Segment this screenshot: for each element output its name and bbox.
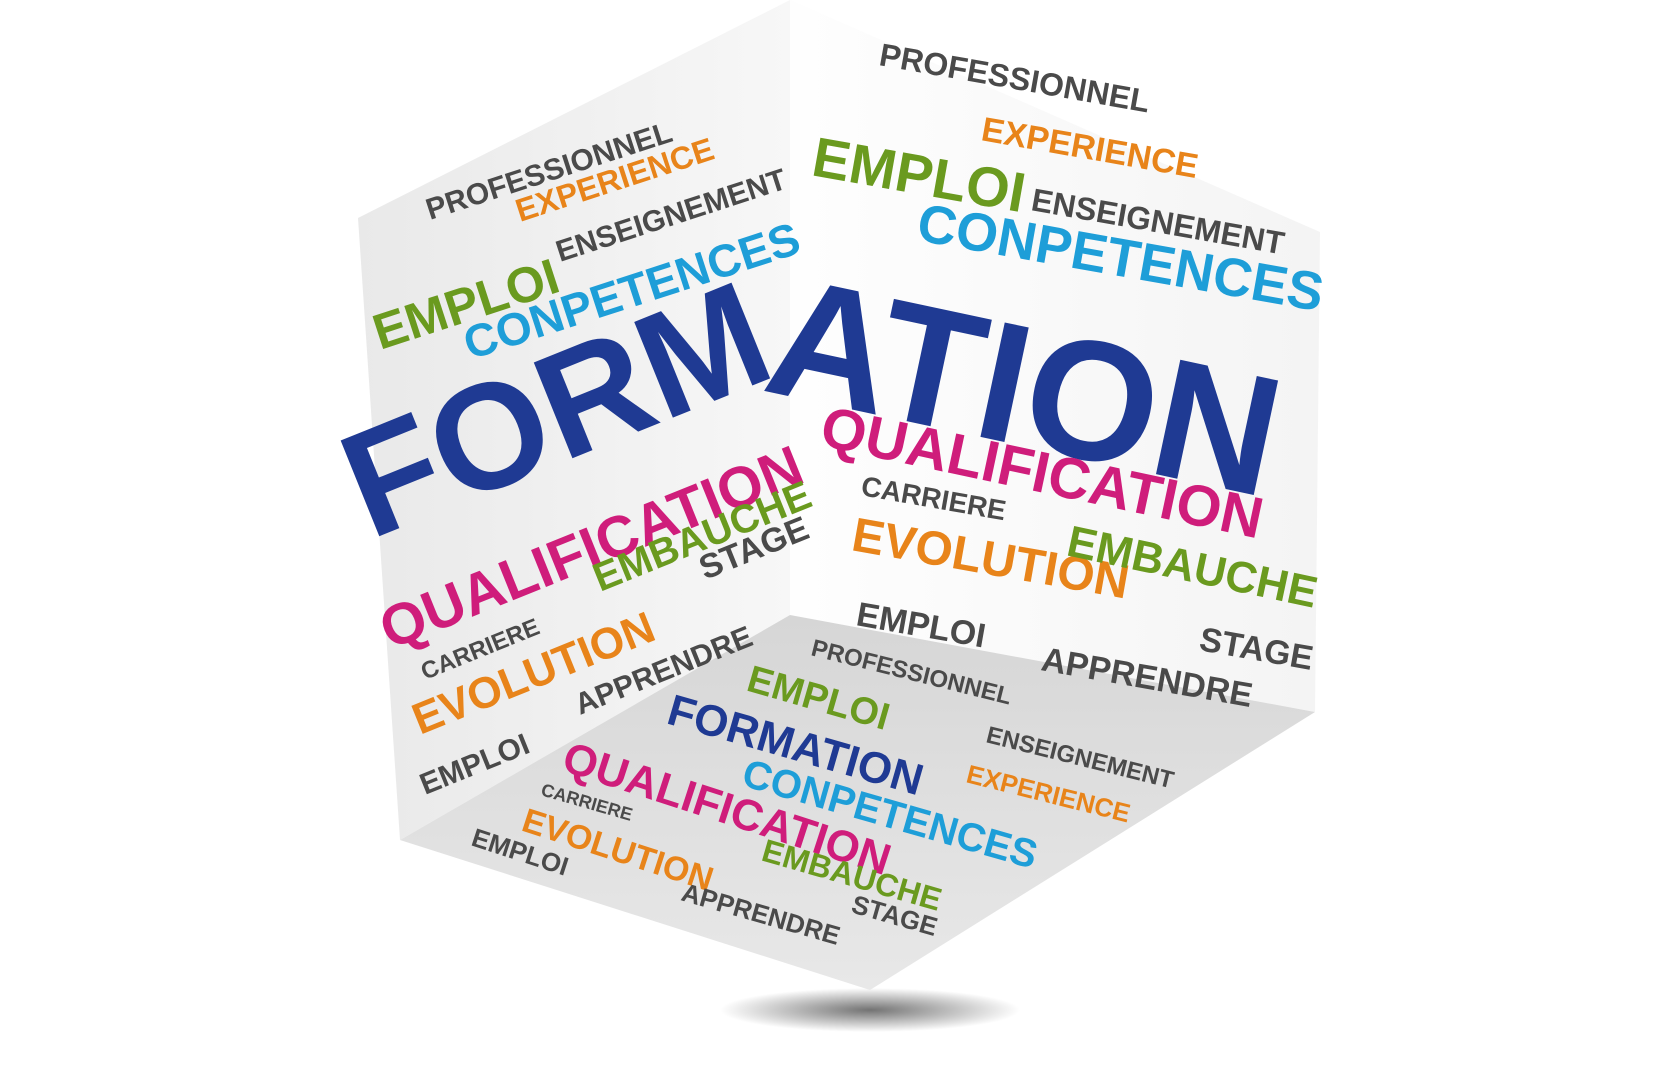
cube-right-face — [790, 0, 1320, 712]
cube-shadow — [720, 988, 1020, 1032]
cube-bottom-face — [400, 615, 1315, 990]
cube-left-face — [358, 0, 790, 840]
